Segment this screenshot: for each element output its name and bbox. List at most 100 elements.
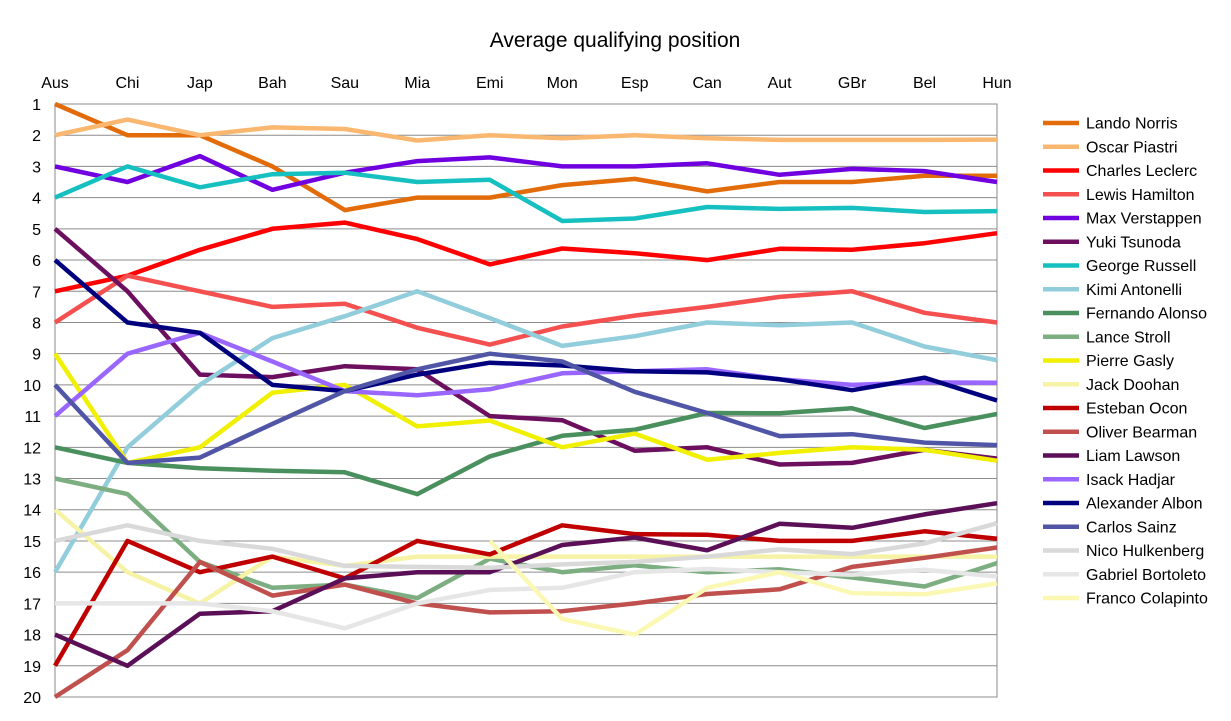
legend-item: Oliver Bearman (1043, 424, 1197, 441)
series-line-nico-hulkenberg (54, 521, 998, 571)
y-tick-label: 11 (24, 409, 41, 426)
series-line-esteban-ocon (53, 523, 998, 667)
legend-item: Max Verstappen (1043, 211, 1202, 228)
y-tick-label: 20 (23, 690, 41, 707)
legend-label: Pierre Gasly (1086, 353, 1174, 370)
x-tick-label: GBr (838, 75, 867, 92)
x-tick-label: Emi (476, 75, 504, 92)
legend-item: Nico Hulkenberg (1043, 543, 1204, 560)
legend-item: Oscar Piastri (1043, 139, 1178, 156)
y-tick-label: 3 (32, 159, 41, 176)
series-line-kimi-antonelli (53, 289, 998, 574)
legend-item: Lance Stroll (1043, 329, 1171, 346)
legend-item: Jack Doohan (1043, 377, 1179, 394)
legend-item: Isack Hadjar (1043, 472, 1176, 489)
legend-label: Oscar Piastri (1086, 139, 1178, 156)
y-tick-label: 10 (23, 378, 41, 395)
series-line-george-russell (54, 164, 998, 224)
legend-label: Esteban Ocon (1086, 401, 1187, 418)
y-tick-label: 9 (32, 347, 41, 364)
legend-item: Liam Lawson (1043, 448, 1180, 465)
y-tick-label: 14 (23, 503, 41, 520)
legend-label: Oliver Bearman (1086, 424, 1197, 441)
y-tick-label: 8 (32, 315, 41, 332)
series-line-charles-leclerc (54, 220, 998, 294)
x-tick-label: Sau (331, 75, 359, 92)
chart-title: Average qualifying position (490, 29, 741, 52)
y-tick-label: 6 (32, 253, 41, 270)
x-tick-label: Esp (621, 75, 649, 92)
series-line-liam-lawson (54, 500, 998, 669)
y-tick-label: 7 (32, 284, 41, 301)
legend-label: Charles Leclerc (1086, 163, 1197, 180)
legend-item: Esteban Ocon (1043, 401, 1187, 418)
y-tick-label: 19 (23, 659, 41, 676)
x-tick-label: Aus (41, 75, 69, 92)
series-line-lewis-hamilton (53, 273, 998, 347)
legend-label: George Russell (1086, 258, 1196, 275)
x-tick-label: Jap (187, 75, 213, 92)
legend-label: Lance Stroll (1086, 329, 1171, 346)
legend-label: Max Verstappen (1086, 211, 1202, 228)
legend-label: Jack Doohan (1086, 377, 1179, 394)
series-line-gabriel-bortoleto (55, 566, 998, 631)
series-line-lando-norris (54, 101, 997, 213)
legend-label: Liam Lawson (1086, 448, 1180, 465)
legend-item: George Russell (1043, 258, 1196, 275)
y-tick-label: 12 (23, 440, 41, 457)
legend-item: Charles Leclerc (1043, 163, 1197, 180)
legend-label: Kimi Antonelli (1086, 282, 1182, 299)
x-tick-label: Bah (258, 75, 286, 92)
legend-item: Alexander Albon (1043, 496, 1203, 513)
y-tick-label: 17 (23, 596, 41, 613)
legend-item: Fernando Alonso (1043, 306, 1207, 323)
series-line-isack-hadjar (53, 330, 998, 418)
x-tick-label: Mia (404, 75, 430, 92)
y-tick-label: 16 (23, 565, 41, 582)
y-tick-label: 2 (32, 128, 41, 145)
x-axis-ticks: Aus Chi Jap Bah Sau Mia Emi Mon Esp Can Aut GBr Bel H… (41, 75, 1011, 92)
series-line-alexander-albon (53, 258, 998, 403)
legend-label: Nico Hulkenberg (1086, 543, 1204, 560)
legend-label: Gabriel Bortoleto (1086, 567, 1206, 584)
legend-item: Kimi Antonelli (1043, 282, 1182, 299)
series-line-pierre-gasly (53, 352, 998, 466)
legend: Lando Norris Oscar Piastri Charles Leclerc… (1043, 116, 1208, 608)
legend-item: Lando Norris (1043, 116, 1178, 133)
legend-item: Lewis Hamilton (1043, 187, 1194, 204)
legend-item: Franco Colapinto (1043, 591, 1208, 608)
series-line-fernando-alonso (54, 406, 998, 497)
y-tick-label: 1 (32, 97, 41, 114)
x-tick-label: Hun (982, 75, 1011, 92)
x-tick-label: Bel (913, 75, 936, 92)
legend-item: Carlos Sainz (1043, 519, 1177, 536)
legend-label: Yuki Tsunoda (1086, 234, 1181, 251)
x-tick-label: Mon (547, 75, 578, 92)
legend-item: Yuki Tsunoda (1043, 234, 1181, 251)
series-line-carlos-sainz (53, 351, 998, 466)
legend-label: Carlos Sainz (1086, 519, 1177, 536)
legend-label: Isack Hadjar (1086, 472, 1176, 489)
legend-label: Alexander Albon (1086, 496, 1203, 513)
y-tick-label: 18 (23, 628, 41, 645)
y-tick-label: 4 (32, 191, 41, 208)
x-tick-label: Chi (115, 75, 139, 92)
series-lines (53, 101, 998, 699)
y-tick-label: 15 (23, 534, 41, 551)
series-line-oscar-piastri (54, 117, 998, 143)
x-tick-label: Aut (768, 75, 793, 92)
series-line-max-verstappen (54, 153, 998, 193)
x-tick-label: Can (692, 75, 721, 92)
y-tick-label: 13 (23, 472, 41, 489)
series-line-franco-colapinto (488, 539, 998, 637)
legend-item: Gabriel Bortoleto (1043, 567, 1206, 584)
legend-label: Franco Colapinto (1086, 591, 1208, 608)
legend-label: Lando Norris (1086, 116, 1178, 133)
legend-item: Pierre Gasly (1043, 353, 1174, 370)
legend-label: Fernando Alonso (1086, 306, 1207, 323)
legend-label: Lewis Hamilton (1086, 187, 1194, 204)
series-line-yuki-tsunoda (53, 227, 998, 467)
series-line-oliver-bearman (53, 545, 998, 699)
